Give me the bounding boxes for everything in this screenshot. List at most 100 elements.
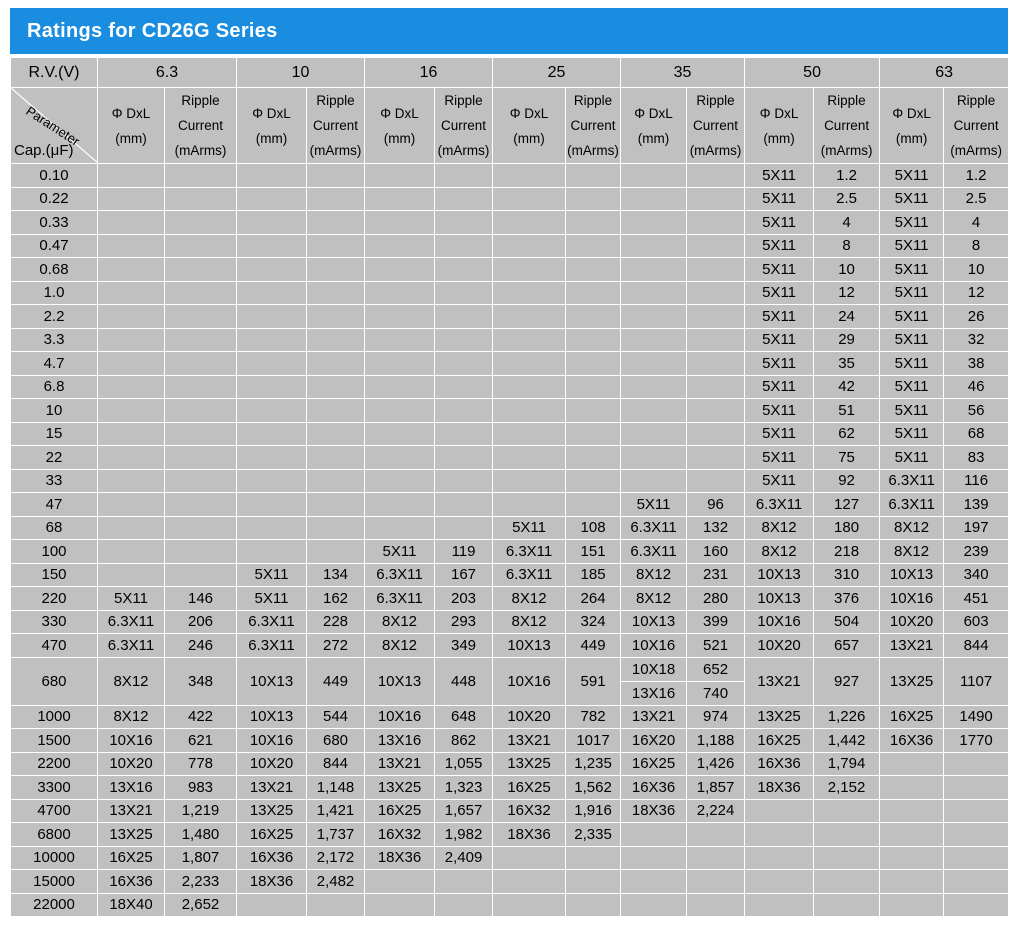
dxl-cell [620, 869, 688, 894]
ripple-cell: 348 [164, 656, 237, 706]
ripple-cell [943, 798, 1010, 823]
ripple-cell [305, 445, 366, 470]
ripple-cell: 1,323 [434, 775, 494, 800]
capacitance-cell: 4.7 [10, 351, 98, 376]
dxl-cell: 18X36 [620, 798, 688, 823]
dxl-cell [364, 398, 436, 423]
ripple-cell [164, 515, 237, 540]
dxl-cell [620, 822, 688, 847]
dxl-cell [620, 421, 688, 446]
dxl-cell: 5X11 [744, 210, 815, 235]
rv-label: R.V.(V) [10, 57, 98, 88]
voltage-header: 63 [879, 57, 1010, 88]
ripple-cell [565, 421, 622, 446]
dxl-cell [236, 539, 307, 564]
ripple-header-line: Current [824, 118, 870, 133]
ripple-cell: 591 [565, 656, 622, 706]
ripple-cell [686, 210, 746, 235]
ripple-cell: 1017 [565, 728, 622, 753]
dxl-cell [620, 210, 688, 235]
capacitance-cell: 220 [10, 586, 98, 611]
capacitance-cell: 330 [10, 609, 98, 634]
dxl-cell [879, 798, 945, 823]
ripple-cell: 203 [434, 586, 494, 611]
dxl-cell: 8X12 [620, 586, 688, 611]
capacitance-cell: 15000 [10, 869, 98, 894]
ripple-header-line: Current [177, 118, 223, 133]
dxl-header: Φ DxL (mm) [744, 87, 815, 164]
dxl-header-line: Φ DxL [111, 105, 151, 121]
ripple-header-line: Ripple [827, 93, 866, 108]
dxl-cell: 8X12 [97, 704, 165, 729]
dxl-cell: 5X11 [879, 421, 945, 446]
ripple-cell [565, 163, 622, 188]
dxl-cell: 8X12 [744, 515, 815, 540]
ripple-cell: 162 [305, 586, 366, 611]
capacitance-cell: 6800 [10, 822, 98, 847]
ripple-header-line: Current [953, 118, 999, 133]
ripple-cell [686, 374, 746, 399]
dxl-cell: 16X25 [744, 728, 815, 753]
dxl-cell: 6.3X11 [879, 468, 945, 493]
dxl-cell: 10X20 [236, 751, 307, 776]
ripple-cell [565, 468, 622, 493]
dxl-cell [97, 445, 165, 470]
dxl-cell: 16X25 [236, 822, 307, 847]
ripple-cell [943, 892, 1010, 917]
dxl-cell: 8X12 [492, 586, 567, 611]
ripple-cell: 927 [813, 656, 881, 706]
ripple-cell [434, 374, 494, 399]
dxl-cell: 5X11 [879, 304, 945, 329]
dxl-cell: 5X11 [744, 233, 815, 258]
dxl-cell: 18X36 [236, 869, 307, 894]
dxl-split-value: 10X18 [621, 658, 686, 682]
ripple-cell: 127 [813, 492, 881, 517]
dxl-cell: 6.3X11 [97, 633, 165, 658]
ripple-cell: 246 [164, 633, 237, 658]
capacitance-cell: 4700 [10, 798, 98, 823]
ripple-cell: 51 [813, 398, 881, 423]
dxl-cell: 6.3X11 [364, 586, 436, 611]
table-row: 4700 13X21 1,219 13X25 1,421 16X25 1,657 16X32 1… [10, 798, 1010, 823]
capacitance-cell: 3300 [10, 775, 98, 800]
dxl-cell [236, 163, 307, 188]
ripple-cell [686, 186, 746, 211]
ripple-cell [164, 257, 237, 282]
dxl-cell: 13X25 [364, 775, 436, 800]
ripple-cell: 1,480 [164, 822, 237, 847]
ripple-cell [305, 374, 366, 399]
dxl-cell: 16X25 [492, 775, 567, 800]
dxl-cell [97, 163, 165, 188]
ripple-cell: 1,562 [565, 775, 622, 800]
ripple-cell: 504 [813, 609, 881, 634]
ripple-cell: 83 [943, 445, 1010, 470]
ripple-cell [434, 210, 494, 235]
dxl-cell: 5X11 [744, 398, 815, 423]
dxl-cell: 5X11 [879, 351, 945, 376]
voltage-header: 10 [235, 57, 366, 88]
dxl-cell: 5X11 [879, 210, 945, 235]
ripple-header-line: Ripple [181, 93, 220, 108]
ripple-header: Ripple Current (mArms) [943, 87, 1010, 164]
ripple-cell: 146 [164, 586, 237, 611]
dxl-cell: 5X11 [744, 374, 815, 399]
dxl-cell [492, 186, 567, 211]
ripple-cell: 983 [164, 775, 237, 800]
ripple-cell: 96 [686, 492, 746, 517]
ripple-cell [565, 445, 622, 470]
dxl-cell: 5X11 [879, 163, 945, 188]
rated-voltage-row: R.V.(V) 6.3 10 16 25 35 50 63 [10, 57, 1010, 88]
ripple-cell [943, 775, 1010, 800]
capacitance-cell: 47 [10, 492, 98, 517]
ripple-cell: 231 [686, 562, 746, 587]
ripple-cell: 134 [305, 562, 366, 587]
ripple-cell [434, 351, 494, 376]
dxl-cell: 13X21 [744, 656, 815, 706]
dxl-cell: 16X36 [620, 775, 688, 800]
table-row: 1000 8X12 422 10X13 544 10X16 648 10X20 782 13X21… [10, 704, 1010, 729]
dxl-cell: 13X16 [97, 775, 165, 800]
dxl-cell [620, 257, 688, 282]
ripple-cell [434, 233, 494, 258]
dxl-cell: 5X11 [492, 515, 567, 540]
dxl-cell [236, 492, 307, 517]
